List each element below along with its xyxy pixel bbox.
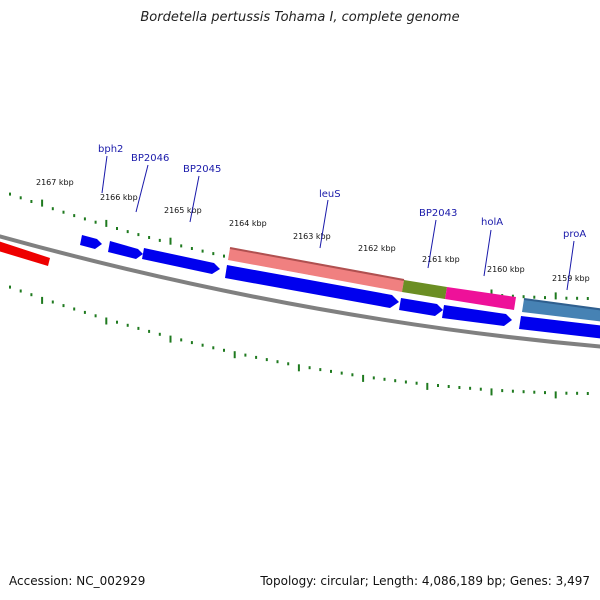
accession-text: Accession: NC_002929 xyxy=(9,574,146,588)
genome-summary-text: Topology: circular; Length: 4,086,189 bp… xyxy=(260,574,590,588)
gene-holA[interactable] xyxy=(445,287,516,310)
map-title: Bordetella pertussis Tohama I, complete … xyxy=(140,10,460,25)
gene-label-proA: proA xyxy=(563,229,586,240)
gene-label-leaders xyxy=(101,155,575,291)
gene-label-BP2046: BP2046 xyxy=(131,153,169,164)
kbp-label-2160: 2160 kbp xyxy=(487,265,525,274)
kbp-label-2164: 2164 kbp xyxy=(229,219,267,228)
gene-BP2046[interactable] xyxy=(108,241,143,259)
gene-bph2[interactable] xyxy=(80,235,102,249)
gene-label-BP2045: BP2045 xyxy=(183,164,221,175)
gene-label-bph2: bph2 xyxy=(98,144,123,155)
kbp-label-2163: 2163 kbp xyxy=(293,232,331,241)
kbp-label-2161: 2161 kbp xyxy=(422,255,460,264)
gene-lower-2[interactable] xyxy=(399,298,443,316)
gene-BP2045[interactable] xyxy=(142,248,220,274)
gene-leuS[interactable] xyxy=(228,248,404,292)
kbp-label-2162: 2162 kbp xyxy=(358,244,396,253)
gene-label-BP2043: BP2043 xyxy=(419,208,457,219)
lower-tick-track xyxy=(9,285,589,399)
gene-lower-3[interactable] xyxy=(442,305,512,326)
kbp-label-2159: 2159 kbp xyxy=(552,274,590,283)
kbp-label-2165: 2165 kbp xyxy=(164,206,202,215)
gene-proA-edge xyxy=(523,298,600,311)
gene-BP2043[interactable] xyxy=(402,280,447,299)
kbp-label-2167: 2167 kbp xyxy=(36,178,74,187)
kbp-label-2166: 2166 kbp xyxy=(100,193,138,202)
gene-label-leuS: leuS xyxy=(319,189,341,200)
gene-lower-1[interactable] xyxy=(225,265,399,308)
gene-left-red[interactable] xyxy=(0,240,50,266)
genome-backbone xyxy=(0,234,600,349)
gene-lower-4[interactable] xyxy=(519,316,600,339)
gene-proA[interactable] xyxy=(522,299,600,322)
gene-label-holA: holA xyxy=(481,217,503,228)
gene-leuS-edge xyxy=(229,247,405,281)
